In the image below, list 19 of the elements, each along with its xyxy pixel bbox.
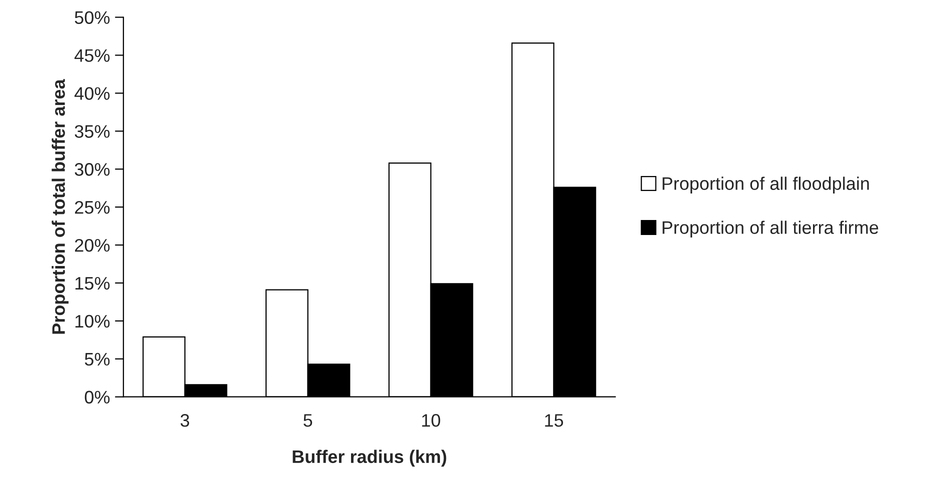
x-axis-title: Buffer radius (km): [292, 450, 446, 467]
y-tick-label: 40%: [74, 87, 110, 100]
y-tick-label: 0%: [84, 390, 110, 404]
y-tick-label: 20%: [75, 238, 110, 252]
y-tick-label: 30%: [74, 163, 110, 176]
y-axis-title: Proportion of total buffer area: [52, 79, 69, 334]
x-tick-label: 3: [180, 414, 190, 427]
y-tick-label: 15%: [75, 276, 110, 290]
legend-label: Proportion of all tierra firme: [662, 220, 878, 238]
y-tick-label: 50%: [74, 11, 110, 24]
y-tick-label: 35%: [74, 125, 110, 138]
x-tick-label: 10: [422, 414, 440, 427]
y-tick-label: 10%: [75, 314, 110, 328]
legend-label: Proportion of all floodplain: [662, 176, 869, 194]
x-tick-label: 5: [304, 414, 312, 427]
y-tick-label: 25%: [75, 200, 110, 214]
x-tick-label: 15: [545, 414, 564, 427]
y-tick-label: 45%: [74, 49, 110, 62]
y-tick-label: 5%: [84, 352, 110, 366]
